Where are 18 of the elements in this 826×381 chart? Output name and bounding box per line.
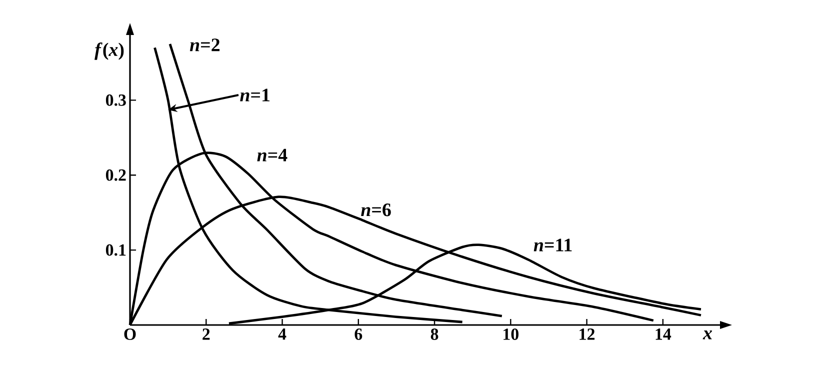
annotation: n=1 bbox=[240, 88, 270, 102]
annotation: n=11 bbox=[534, 238, 572, 252]
y-tick-label: 0.2 bbox=[106, 169, 126, 181]
x-tick-label: 12 bbox=[580, 328, 595, 340]
x-tick-label: 14 bbox=[656, 328, 672, 340]
x-tick-label: O bbox=[124, 328, 136, 340]
y-tick-label: 0.1 bbox=[106, 244, 126, 256]
x-tick-label: 10 bbox=[504, 328, 518, 340]
annotation: n=6 bbox=[361, 204, 391, 216]
x-tick-label: 4 bbox=[278, 328, 286, 340]
x-tick-label: 6 bbox=[354, 328, 362, 340]
x-axis-title: x bbox=[702, 330, 712, 340]
annotation: n=2 bbox=[190, 38, 220, 52]
y-axis-title: f(x) bbox=[94, 42, 124, 60]
annotation: n=4 bbox=[257, 148, 288, 162]
x-tick-label: 2 bbox=[202, 328, 210, 340]
y-tick-label: 0.3 bbox=[106, 94, 126, 106]
x-tick-label: 8 bbox=[430, 328, 438, 340]
